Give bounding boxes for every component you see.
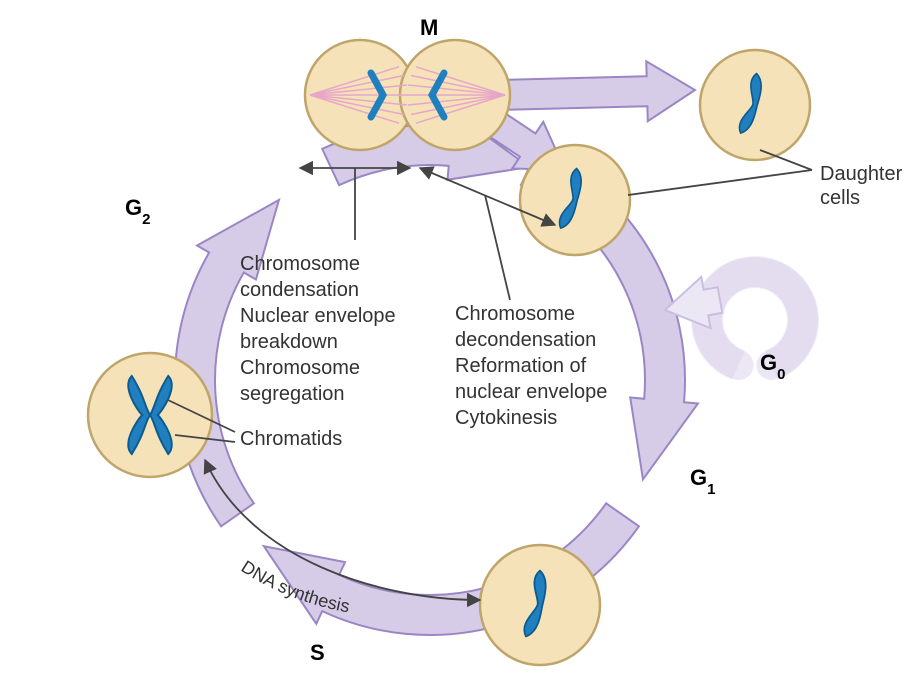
phase-label: G2: [125, 195, 150, 228]
chromatids-label: Chromatids: [240, 428, 342, 450]
daughter-line-1: [760, 150, 812, 170]
phase-label: M: [420, 15, 438, 40]
daughter-cells-label: Daughtercells: [820, 163, 903, 209]
m-right-text: ChromosomedecondensationReformation ofnu…: [455, 303, 607, 429]
m-left-text: ChromosomecondensationNuclear envelopebr…: [240, 253, 396, 405]
phase-label: S: [310, 640, 325, 665]
m-right-drop: [485, 195, 510, 300]
arrow-to-daughter: [500, 61, 695, 121]
phase-label: G1: [690, 465, 715, 498]
daughter-line-2: [628, 170, 812, 195]
